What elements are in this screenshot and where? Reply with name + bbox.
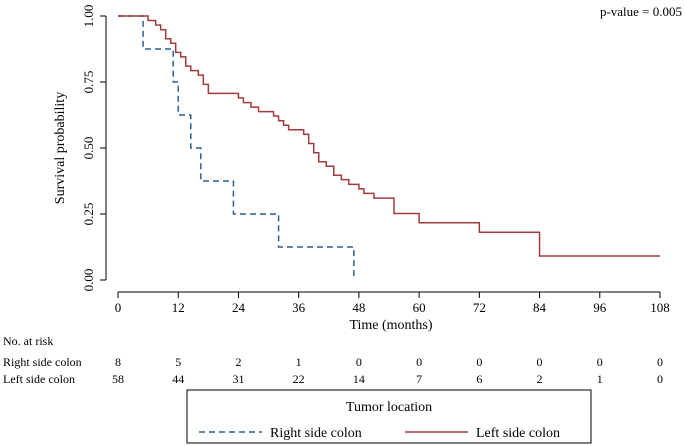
x-tick-label: 84: [533, 300, 547, 315]
x-tick-label: 36: [292, 300, 306, 315]
legend-label-right-side: Right side colon: [270, 426, 362, 441]
risk-count: 8: [115, 355, 121, 369]
risk-count: 6: [476, 372, 482, 386]
legend-title: Tumor location: [346, 400, 432, 415]
risk-count: 14: [353, 372, 365, 386]
axes: 0.00 0.25 0.50 0.75 1.00 0 12 24 36 48 60 72 84 96 108: [81, 5, 670, 315]
risk-table: Right side colon 8 5 2 1 0 0 0 0 0 0 Left side colo…: [3, 355, 663, 386]
risk-count: 2: [537, 372, 543, 386]
risk-count: 31: [232, 372, 244, 386]
series-layer: [118, 15, 660, 280]
risk-count: 7: [416, 372, 422, 386]
x-tick-label: 0: [115, 300, 122, 315]
y-tick-label: 0.25: [81, 203, 96, 226]
risk-count: 58: [112, 372, 124, 386]
x-tick-label: 72: [473, 300, 486, 315]
risk-count: 0: [476, 355, 482, 369]
risk-count: 0: [356, 355, 362, 369]
risk-count: 44: [172, 372, 184, 386]
risk-count: 5: [175, 355, 181, 369]
risk-count: 0: [657, 372, 663, 386]
x-tick-label: 48: [352, 300, 365, 315]
legend: Tumor location Right side colon Left sid…: [186, 389, 592, 444]
risk-count: 0: [657, 355, 663, 369]
p-value-annotation: p-value = 0.005: [600, 4, 682, 19]
x-tick-label: 60: [413, 300, 426, 315]
y-tick-label: 0.75: [81, 71, 96, 94]
x-tick-label: 24: [232, 300, 246, 315]
y-tick-label: 0.50: [81, 137, 96, 160]
series-line-right-side-colon: [118, 15, 355, 280]
risk-row-label: Left side colon: [3, 372, 75, 386]
x-tick-label: 96: [593, 300, 607, 315]
y-axis-title: Survival probability: [53, 92, 68, 204]
risk-count: 22: [293, 372, 305, 386]
risk-count: 0: [537, 355, 543, 369]
series-line-left-side-colon: [118, 15, 660, 257]
x-tick-label: 12: [172, 300, 185, 315]
x-tick-label: 108: [650, 300, 670, 315]
y-tick-label: 1.00: [81, 5, 96, 28]
risk-count: 1: [597, 372, 603, 386]
risk-table-header: No. at risk: [3, 334, 53, 348]
risk-count: 1: [296, 355, 302, 369]
legend-box: [186, 389, 592, 444]
y-tick-label: 0.00: [81, 269, 96, 292]
risk-count: 0: [416, 355, 422, 369]
risk-count: 0: [597, 355, 603, 369]
legend-label-left-side: Left side colon: [476, 426, 560, 441]
x-axis-title: Time (months): [349, 318, 432, 333]
risk-row-label: Right side colon: [3, 355, 82, 369]
risk-count: 2: [235, 355, 241, 369]
